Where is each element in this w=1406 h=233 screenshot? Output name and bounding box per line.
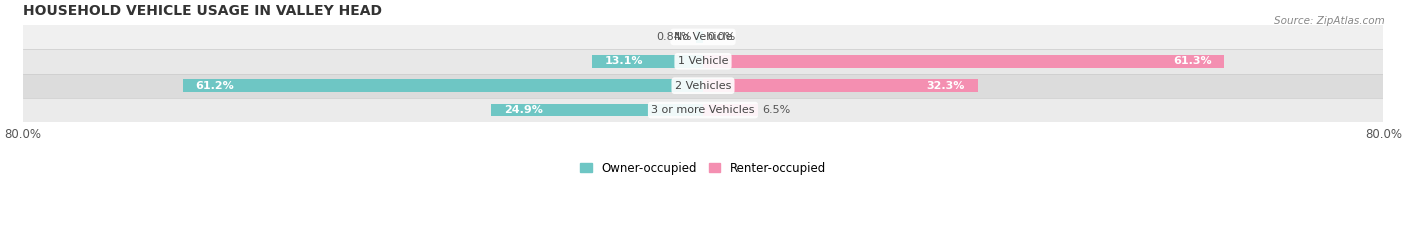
Bar <box>22 25 1384 49</box>
Bar <box>696 31 703 43</box>
Bar <box>22 73 1384 98</box>
Bar <box>22 49 1384 73</box>
Text: No Vehicle: No Vehicle <box>673 32 733 42</box>
Text: HOUSEHOLD VEHICLE USAGE IN VALLEY HEAD: HOUSEHOLD VEHICLE USAGE IN VALLEY HEAD <box>22 4 381 18</box>
Bar <box>22 98 1384 122</box>
Text: 32.3%: 32.3% <box>927 81 965 91</box>
Text: 2 Vehicles: 2 Vehicles <box>675 81 731 91</box>
Legend: Owner-occupied, Renter-occupied: Owner-occupied, Renter-occupied <box>575 157 831 180</box>
Text: 0.84%: 0.84% <box>657 32 692 42</box>
Text: 61.2%: 61.2% <box>195 81 233 91</box>
Text: 3 or more Vehicles: 3 or more Vehicles <box>651 105 755 115</box>
Text: 61.3%: 61.3% <box>1173 56 1212 66</box>
Text: 0.0%: 0.0% <box>707 32 735 42</box>
Text: 6.5%: 6.5% <box>762 105 790 115</box>
Bar <box>491 104 703 116</box>
Text: 24.9%: 24.9% <box>503 105 543 115</box>
Bar <box>703 55 1225 68</box>
Bar <box>592 55 703 68</box>
Bar <box>703 79 977 92</box>
Text: Source: ZipAtlas.com: Source: ZipAtlas.com <box>1274 16 1385 26</box>
Bar <box>703 104 758 116</box>
Text: 13.1%: 13.1% <box>605 56 643 66</box>
Bar <box>183 79 703 92</box>
Text: 1 Vehicle: 1 Vehicle <box>678 56 728 66</box>
